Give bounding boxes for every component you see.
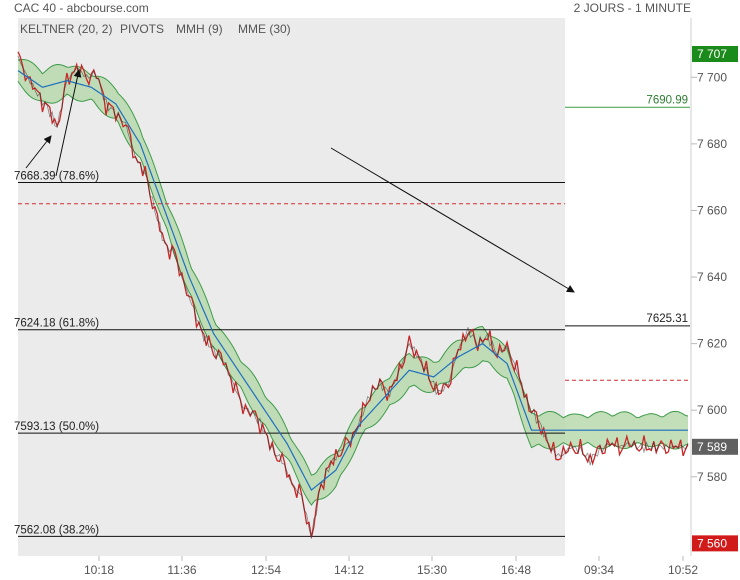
y-tick-label: 7 680 <box>697 137 727 151</box>
legend-pivots[interactable]: PIVOTS <box>120 22 164 36</box>
price-marker-box <box>692 438 738 455</box>
pivot-label: 7690.99 <box>646 94 688 106</box>
close-series <box>17 55 689 539</box>
y-tick-label: 7 660 <box>697 203 727 217</box>
annotation-arrow <box>25 135 52 169</box>
trend-arrow <box>330 147 575 293</box>
period-label: 2 JOURS - 1 MINUTE <box>574 1 691 15</box>
annotation-arrows <box>25 69 575 293</box>
x-tick-label: 10:52 <box>668 563 698 577</box>
price-marker-box <box>692 535 738 552</box>
ema-series <box>17 70 688 492</box>
y-tick-label: 7 580 <box>697 470 727 484</box>
keltner-channel <box>17 59 689 506</box>
price-line <box>17 51 689 539</box>
fibonacci-label: 7668.39 (78.6%) <box>14 171 99 183</box>
y-tick-label: 7 600 <box>697 403 727 417</box>
keltner-fill <box>18 59 688 506</box>
fibonacci-label: 7593.13 (50.0%) <box>14 421 99 433</box>
price-marker-label: 7 560 <box>697 536 727 550</box>
horizontal-levels: 7668.39 (78.6%) 7624.18 (61.8%) 7593.13 (5… <box>14 94 690 537</box>
price-marker-label: 7 707 <box>697 47 727 61</box>
x-tick-label: 15:30 <box>417 563 447 577</box>
ema-line <box>17 70 688 492</box>
x-tick-label: 09:34 <box>584 563 614 577</box>
y-tick-label: 7 700 <box>697 70 727 84</box>
x-tick-label: 14:12 <box>334 563 364 577</box>
x-tick-label: 12:54 <box>251 563 281 577</box>
pivot-label: 7625.31 <box>646 313 688 325</box>
x-tick-label: 11:36 <box>167 563 196 577</box>
legend-keltner[interactable]: KELTNER (20, 2) <box>20 22 112 36</box>
x-tick-label: 16:48 <box>501 563 531 577</box>
price-marker-box <box>692 45 738 62</box>
keltner-upper <box>17 59 689 476</box>
fibonacci-label: 7562.08 (38.2%) <box>14 524 99 536</box>
x-axis-ticks: 10:18 11:36 12:54 14:12 15:30 16:48 09:34 10:52 <box>84 556 698 577</box>
legend-mme[interactable]: MME (30) <box>238 22 291 36</box>
y-tick-label: 7 620 <box>697 337 727 351</box>
legend-mmh[interactable]: MMH (9) <box>176 22 223 36</box>
y-axis-ticks: 7 700 7 680 7 660 7 640 7 620 7 600 7 580 <box>691 70 727 484</box>
keltner-lower <box>17 81 689 506</box>
y-tick-label: 7 640 <box>697 270 727 284</box>
price-series <box>17 51 689 538</box>
annotation-arrow <box>55 69 82 177</box>
fibonacci-label: 7624.18 (61.8%) <box>14 318 99 330</box>
chart-title: CAC 40 - abcbourse.com <box>14 1 149 15</box>
price-marker-label: 7 589 <box>697 440 727 454</box>
x-tick-label: 10:18 <box>84 563 114 577</box>
price-markers: 7 707 7 589 7 560 <box>692 45 738 552</box>
